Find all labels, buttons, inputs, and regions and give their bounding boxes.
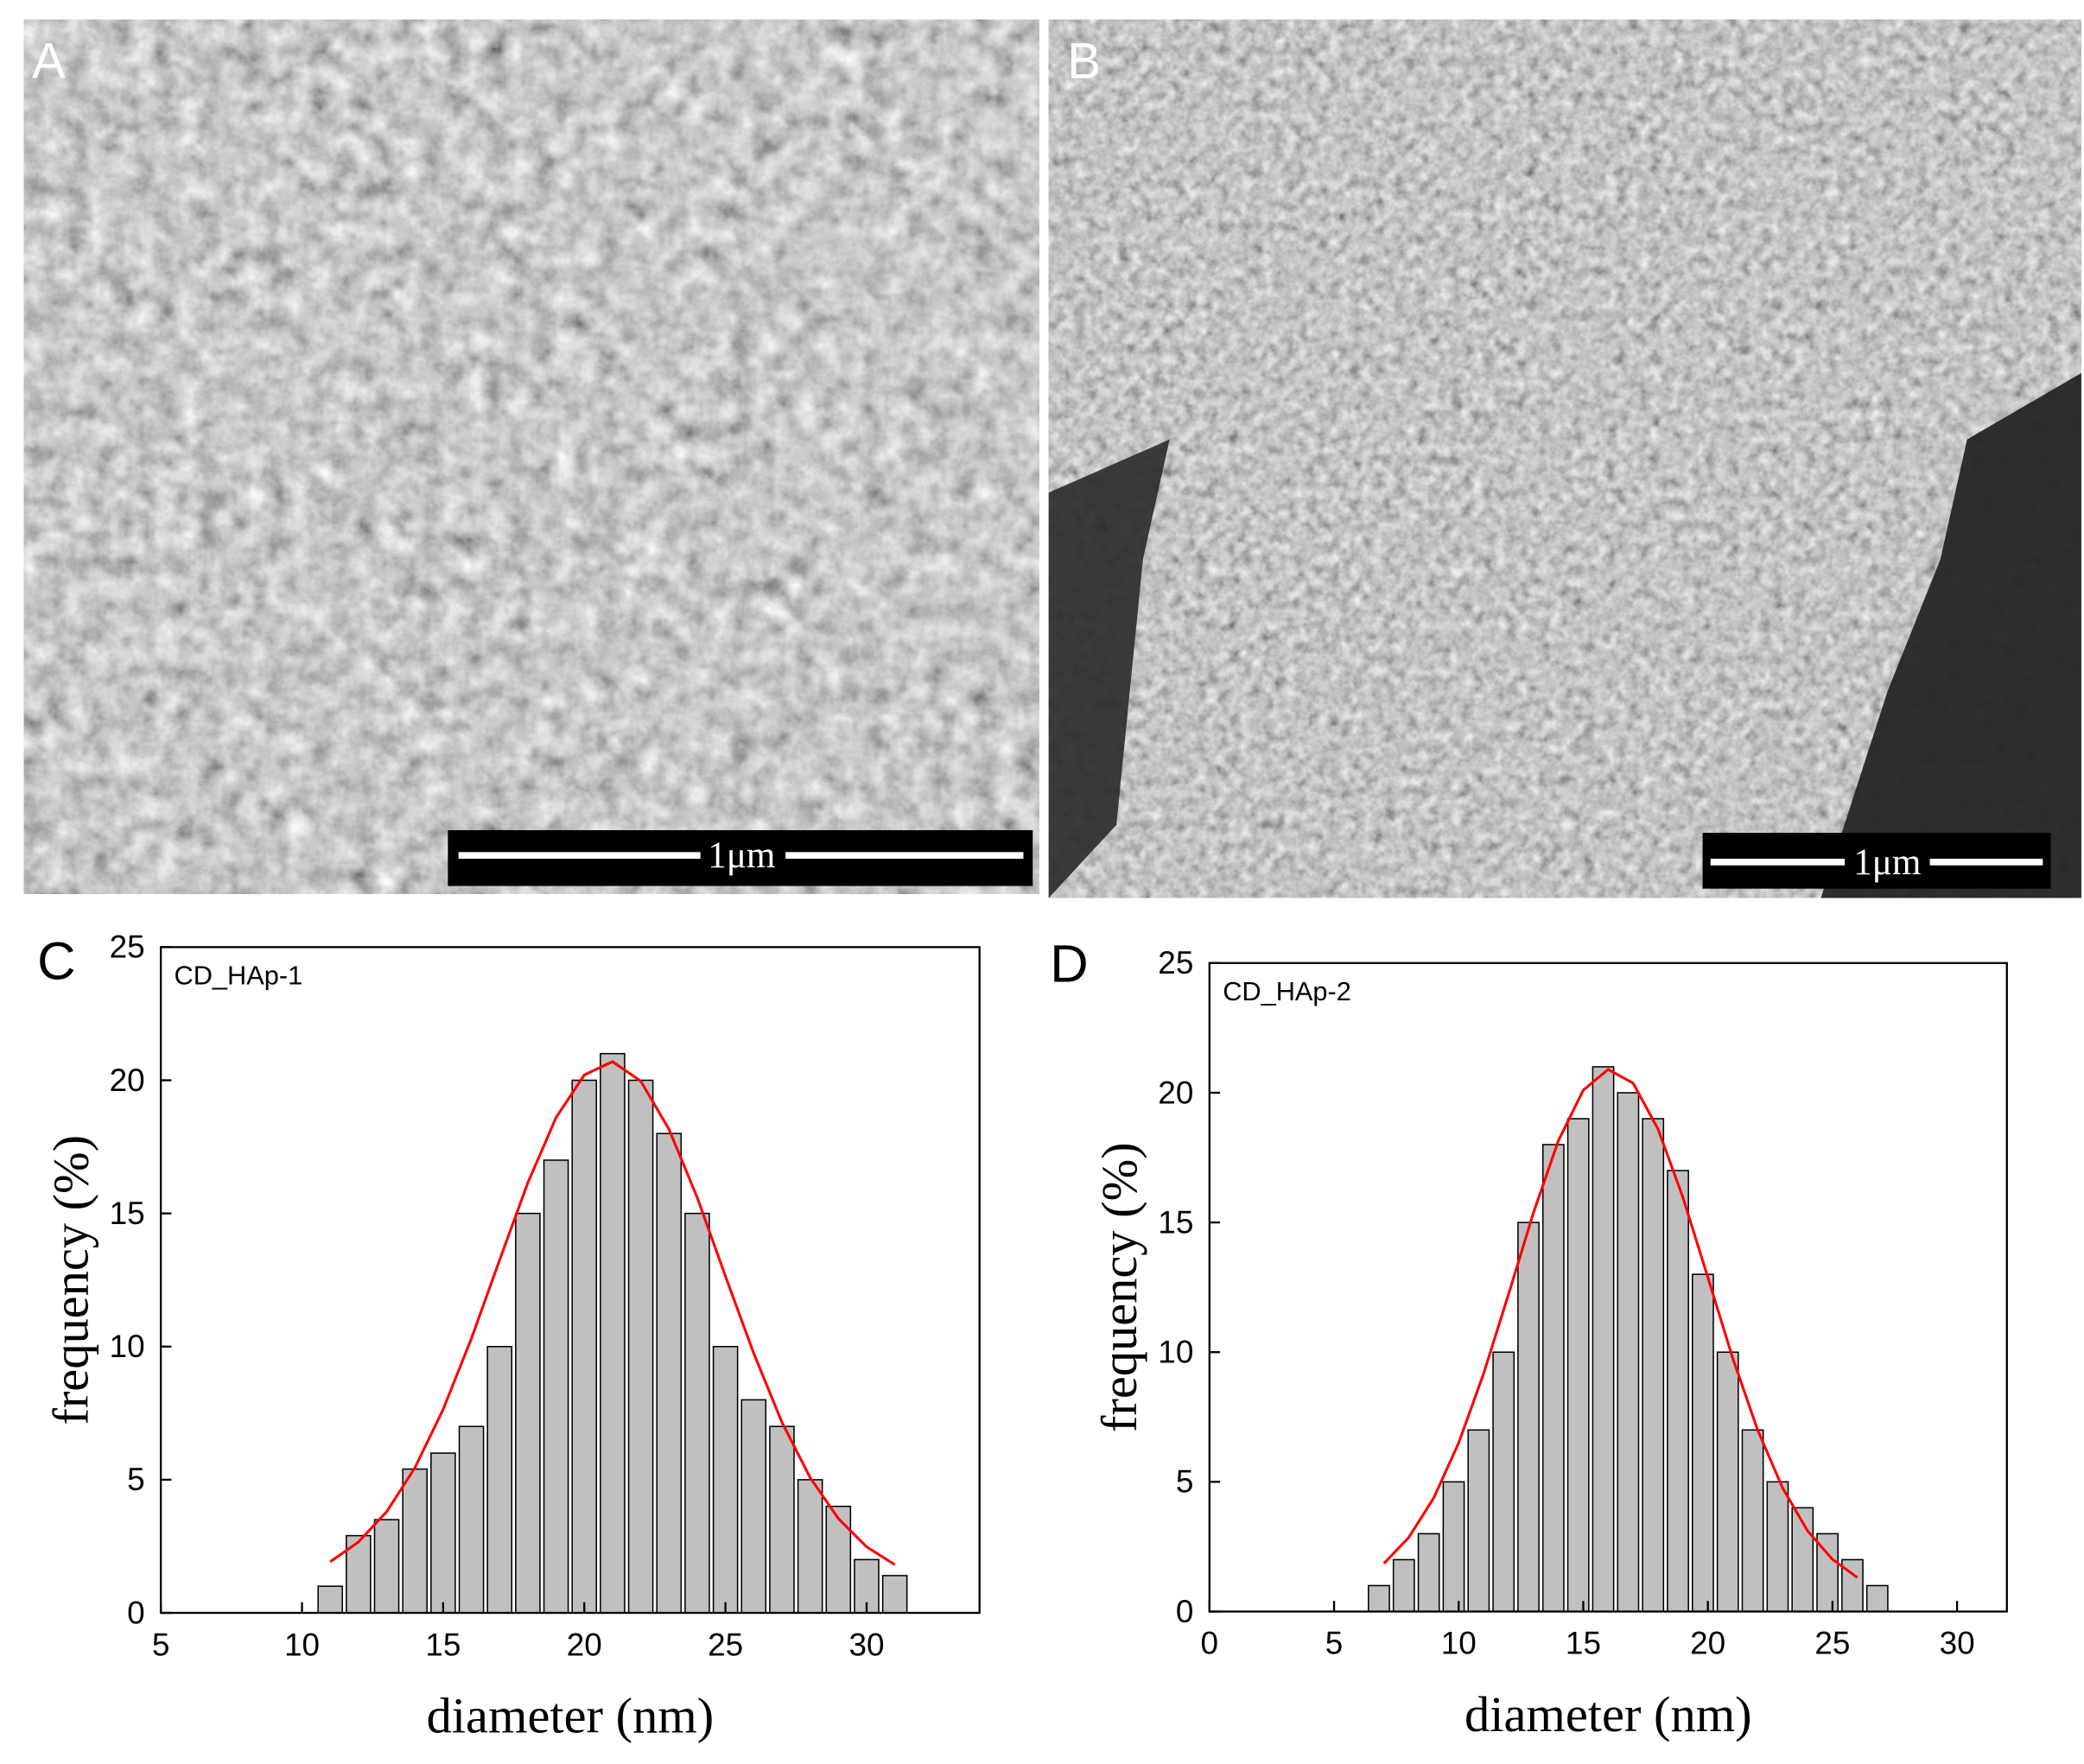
x-axis-label: diameter (nm) xyxy=(427,1687,715,1743)
x-tick-label: 15 xyxy=(425,1627,461,1662)
bar xyxy=(515,1212,541,1614)
fit-curve xyxy=(329,1060,896,1566)
x-tick-label: 15 xyxy=(1566,1626,1601,1661)
bar xyxy=(627,1079,654,1614)
x-tick-label: 25 xyxy=(1814,1626,1850,1661)
scale-bar-gap xyxy=(700,835,786,876)
bar xyxy=(656,1133,683,1614)
x-tick-label: 25 xyxy=(708,1627,743,1662)
bar xyxy=(684,1212,710,1614)
x-tick-label: 30 xyxy=(1940,1626,1975,1661)
annotation: CD_HAp-1 xyxy=(175,960,303,990)
bar xyxy=(1417,1532,1440,1613)
y-tick-label: 15 xyxy=(110,1196,145,1231)
bar xyxy=(712,1346,739,1614)
bar xyxy=(430,1452,456,1614)
x-tick-label: 20 xyxy=(1690,1626,1725,1661)
bar xyxy=(1392,1558,1415,1613)
y-tick-label: 5 xyxy=(127,1462,145,1497)
x-tick-label: 30 xyxy=(848,1627,884,1662)
x-tick-label: 5 xyxy=(152,1627,170,1662)
y-tick-label: 0 xyxy=(1176,1594,1194,1629)
sem-image-a: A 1μm xyxy=(23,19,1039,894)
bar xyxy=(1865,1584,1889,1613)
bar xyxy=(1791,1507,1814,1613)
panel-label: D xyxy=(1050,934,1088,993)
y-tick-label: 20 xyxy=(1158,1075,1193,1110)
scale-bar-label: 1μm xyxy=(1853,842,1921,883)
panel-label: B xyxy=(1067,33,1101,89)
x-tick-label: 10 xyxy=(1441,1626,1477,1661)
panel-label: C xyxy=(37,931,75,991)
bar xyxy=(543,1159,569,1614)
bar xyxy=(1467,1429,1490,1613)
x-tick-label: 5 xyxy=(1325,1626,1344,1661)
bar xyxy=(1566,1118,1590,1613)
fit-curve xyxy=(1382,1068,1858,1579)
panel-label: A xyxy=(32,33,66,89)
bar xyxy=(1766,1481,1789,1613)
bar xyxy=(769,1425,795,1614)
bar xyxy=(486,1346,513,1614)
bar xyxy=(1517,1221,1540,1613)
bar xyxy=(1741,1429,1764,1613)
y-axis-label: frequency (%) xyxy=(43,1135,99,1425)
y-tick-label: 20 xyxy=(110,1063,145,1098)
plot-frame xyxy=(1208,961,2008,1613)
y-tick-label: 15 xyxy=(1158,1204,1193,1240)
x-tick-label: 20 xyxy=(567,1627,602,1662)
y-tick-label: 25 xyxy=(110,930,145,965)
sem-image-b: B 1μm xyxy=(1048,19,2081,898)
bar xyxy=(1841,1558,1864,1613)
y-tick-label: 10 xyxy=(1158,1335,1193,1370)
bar xyxy=(373,1519,400,1614)
bar xyxy=(1442,1481,1465,1613)
bar xyxy=(1642,1118,1665,1613)
bar xyxy=(1667,1170,1689,1613)
bar xyxy=(825,1505,852,1614)
bar xyxy=(740,1399,767,1614)
bar xyxy=(1592,1066,1615,1613)
y-axis-label: frequency (%) xyxy=(1091,1142,1147,1432)
bar xyxy=(600,1052,626,1614)
bar xyxy=(1716,1351,1739,1613)
bar xyxy=(571,1079,598,1614)
annotation: CD_HAp-2 xyxy=(1223,976,1351,1006)
bar xyxy=(1541,1144,1565,1613)
plot-frame xyxy=(159,946,981,1615)
y-tick-label: 10 xyxy=(110,1329,145,1364)
x-tick-label: 0 xyxy=(1201,1626,1219,1661)
bar xyxy=(1368,1584,1390,1613)
scale-bar-label: 1μm xyxy=(708,835,775,876)
bar xyxy=(458,1425,485,1614)
sem-texture xyxy=(23,19,1039,894)
bar xyxy=(317,1585,343,1614)
bar xyxy=(881,1575,908,1614)
y-tick-label: 25 xyxy=(1158,945,1193,980)
y-tick-label: 0 xyxy=(127,1595,145,1630)
x-tick-label: 10 xyxy=(284,1627,320,1662)
y-tick-label: 5 xyxy=(1176,1464,1194,1500)
bar xyxy=(1692,1273,1714,1613)
bar xyxy=(1492,1351,1515,1613)
dark-region xyxy=(1048,439,1170,898)
histogram-panel: D 0 5 10 15 20 25 30 0 5 10 15 20 25 CD_HAp-2 diameter … xyxy=(1050,934,2008,1742)
scale-bar-gap xyxy=(1845,841,1930,881)
bar xyxy=(1617,1092,1640,1613)
dark-region xyxy=(1820,372,2081,898)
x-axis-label: diameter (nm) xyxy=(1465,1686,1752,1742)
bar xyxy=(402,1468,429,1614)
bar xyxy=(797,1479,823,1614)
